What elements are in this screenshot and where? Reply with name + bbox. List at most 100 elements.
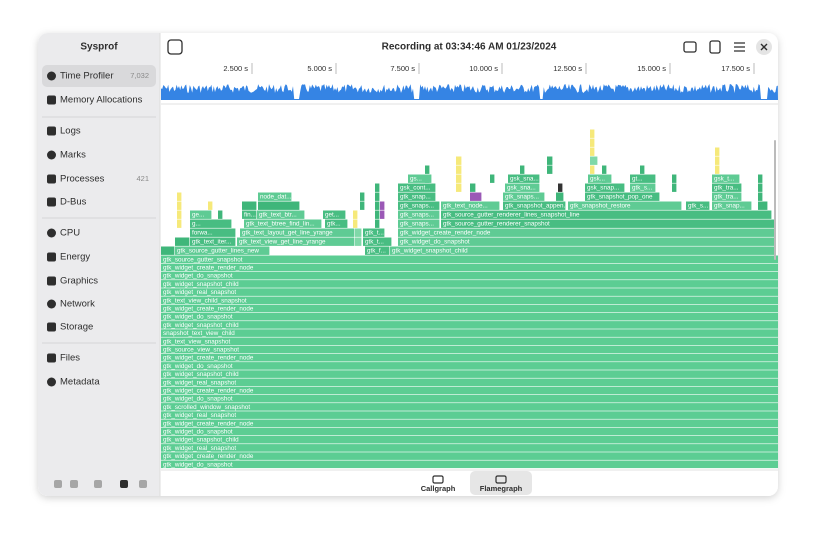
frame-block[interactable] xyxy=(425,165,430,174)
frame[interactable] xyxy=(503,192,545,201)
frame[interactable] xyxy=(190,210,212,219)
frame-block[interactable] xyxy=(208,201,213,210)
frame[interactable] xyxy=(190,219,232,228)
sidebar-label[interactable]: D-Bus xyxy=(60,197,87,208)
frame-block[interactable] xyxy=(161,246,175,255)
stack-frame[interactable] xyxy=(161,345,778,354)
frame[interactable] xyxy=(441,219,775,228)
frame[interactable] xyxy=(585,192,660,201)
frame[interactable] xyxy=(630,183,656,192)
frame-block[interactable] xyxy=(470,192,482,201)
nav-button[interactable] xyxy=(139,480,147,488)
frame[interactable] xyxy=(712,192,742,201)
nav-button[interactable] xyxy=(54,480,62,488)
frame-block[interactable] xyxy=(456,174,462,183)
frame[interactable] xyxy=(363,237,392,246)
frame[interactable] xyxy=(503,201,566,210)
stack-frame[interactable] xyxy=(161,321,778,329)
export-button[interactable] xyxy=(709,40,721,54)
frame[interactable] xyxy=(398,183,436,192)
frame-block[interactable] xyxy=(375,219,380,228)
frame-block[interactable] xyxy=(375,192,380,201)
frame[interactable] xyxy=(244,219,322,228)
frame-block[interactable] xyxy=(242,201,257,210)
frame-block[interactable] xyxy=(375,183,380,192)
frame[interactable] xyxy=(398,201,440,210)
frame-block[interactable] xyxy=(672,183,677,192)
frame[interactable] xyxy=(363,228,385,237)
frame-block[interactable] xyxy=(456,183,462,192)
sidebar-label[interactable]: Energy xyxy=(60,252,90,263)
frame-block[interactable] xyxy=(380,201,385,210)
frame[interactable] xyxy=(365,246,390,255)
frame-block[interactable] xyxy=(456,165,462,174)
frame[interactable] xyxy=(585,183,625,192)
frame[interactable] xyxy=(242,210,257,219)
stack-frame[interactable] xyxy=(161,312,778,321)
frame-block[interactable] xyxy=(590,165,595,174)
sidebar-label[interactable]: Graphics xyxy=(60,276,98,287)
frame[interactable] xyxy=(390,246,775,255)
frame-block[interactable] xyxy=(590,138,595,147)
stack-frame[interactable] xyxy=(161,263,778,272)
frame[interactable] xyxy=(190,228,236,237)
frame-block[interactable] xyxy=(353,219,358,228)
frame-block[interactable] xyxy=(590,147,595,156)
frame[interactable] xyxy=(398,228,775,237)
stack-frame[interactable] xyxy=(161,435,778,444)
frame[interactable] xyxy=(190,237,236,246)
tab-label[interactable]: Flamegraph xyxy=(480,484,523,493)
frame-block[interactable] xyxy=(218,210,223,219)
frame[interactable] xyxy=(398,237,775,246)
frame-block[interactable] xyxy=(177,201,182,210)
sidebar-label[interactable]: Marks xyxy=(60,150,86,161)
frame[interactable] xyxy=(398,219,440,228)
frame[interactable] xyxy=(398,210,440,219)
frame-block[interactable] xyxy=(715,165,720,174)
sidebar-label[interactable]: Processes xyxy=(60,174,105,185)
frame-block[interactable] xyxy=(355,237,362,246)
sidebar-label[interactable]: CPU xyxy=(60,228,80,239)
frame-block[interactable] xyxy=(590,129,595,138)
frame-block[interactable] xyxy=(380,210,385,219)
stack-frame[interactable] xyxy=(161,419,778,428)
frame-block[interactable] xyxy=(360,201,365,210)
stack-frame[interactable] xyxy=(161,452,778,460)
stack-frame[interactable] xyxy=(161,288,778,296)
panel-button[interactable] xyxy=(683,41,697,53)
stack-frame[interactable] xyxy=(161,353,778,362)
sidebar-label[interactable]: Network xyxy=(60,299,95,310)
frame-block[interactable] xyxy=(355,228,362,237)
frame-block[interactable] xyxy=(758,183,763,192)
sidebar-label[interactable]: Time Profiler xyxy=(60,71,114,82)
frame[interactable] xyxy=(237,237,355,246)
frame-block[interactable] xyxy=(547,165,553,174)
stack-frame[interactable] xyxy=(161,378,778,387)
frame-block[interactable] xyxy=(258,201,300,210)
frame[interactable] xyxy=(712,201,752,210)
frame-block[interactable] xyxy=(640,165,645,174)
frame-block[interactable] xyxy=(520,165,525,174)
frame-block[interactable] xyxy=(375,210,380,219)
frame[interactable] xyxy=(508,174,540,183)
stack-frame[interactable] xyxy=(161,271,778,280)
frame[interactable] xyxy=(325,219,348,228)
frame[interactable] xyxy=(240,228,355,237)
frame[interactable] xyxy=(323,210,346,219)
frame[interactable] xyxy=(505,183,540,192)
nav-button[interactable] xyxy=(70,480,78,488)
sidebar-toggle[interactable] xyxy=(167,39,183,55)
frame-block[interactable] xyxy=(715,156,720,165)
stack-frame[interactable] xyxy=(161,460,778,469)
frame-block[interactable] xyxy=(360,192,365,201)
stack-frame[interactable] xyxy=(161,337,778,346)
frame-block[interactable] xyxy=(556,192,564,201)
frame-block[interactable] xyxy=(602,165,607,174)
frame-block[interactable] xyxy=(758,201,768,210)
stack-frame[interactable] xyxy=(161,370,778,378)
frame-block[interactable] xyxy=(715,147,720,156)
frame-block[interactable] xyxy=(547,156,553,165)
frame-block[interactable] xyxy=(490,174,495,183)
frame[interactable] xyxy=(408,174,432,183)
stack-frame[interactable] xyxy=(161,280,778,288)
